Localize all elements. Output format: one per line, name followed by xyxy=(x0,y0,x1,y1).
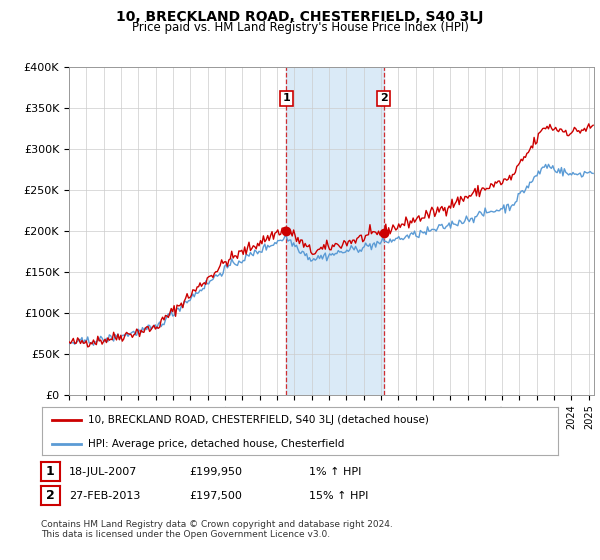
Bar xyxy=(286,67,383,395)
Text: 2: 2 xyxy=(380,94,388,104)
Text: 10, BRECKLAND ROAD, CHESTERFIELD, S40 3LJ (detached house): 10, BRECKLAND ROAD, CHESTERFIELD, S40 3L… xyxy=(88,416,430,426)
Text: £199,950: £199,950 xyxy=(189,466,242,477)
Text: 1% ↑ HPI: 1% ↑ HPI xyxy=(309,466,361,477)
Text: 15% ↑ HPI: 15% ↑ HPI xyxy=(309,491,368,501)
Text: 27-FEB-2013: 27-FEB-2013 xyxy=(69,491,140,501)
Text: 10, BRECKLAND ROAD, CHESTERFIELD, S40 3LJ: 10, BRECKLAND ROAD, CHESTERFIELD, S40 3L… xyxy=(116,10,484,24)
Text: 1: 1 xyxy=(283,94,290,104)
Text: HPI: Average price, detached house, Chesterfield: HPI: Average price, detached house, Ches… xyxy=(88,439,345,449)
Text: 18-JUL-2007: 18-JUL-2007 xyxy=(69,466,137,477)
Text: Price paid vs. HM Land Registry's House Price Index (HPI): Price paid vs. HM Land Registry's House … xyxy=(131,21,469,34)
Text: £197,500: £197,500 xyxy=(189,491,242,501)
Text: Contains HM Land Registry data © Crown copyright and database right 2024.
This d: Contains HM Land Registry data © Crown c… xyxy=(41,520,392,539)
Text: 2: 2 xyxy=(46,489,55,502)
Text: 1: 1 xyxy=(46,465,55,478)
